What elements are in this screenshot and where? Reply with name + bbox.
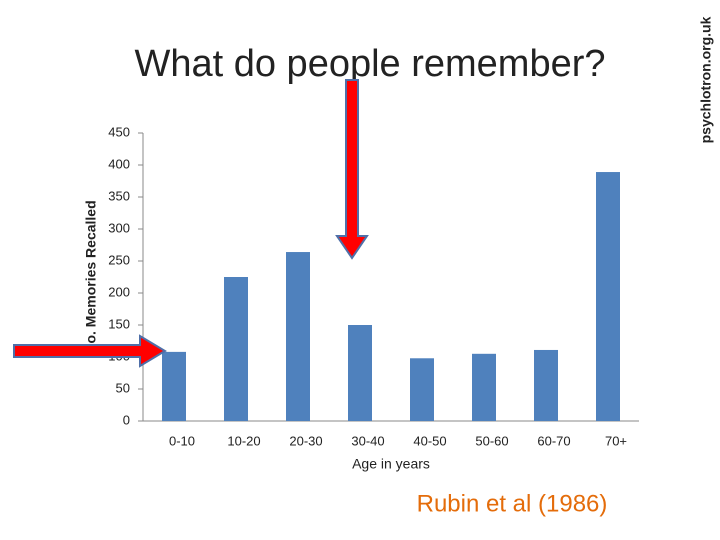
chart-title: What do people remember? — [134, 43, 605, 85]
bar — [224, 277, 248, 421]
horizontal-arrow — [13, 334, 167, 368]
x-tick-label: 10-20 — [227, 433, 260, 448]
watermark: psychlotron.org.uk — [698, 16, 714, 143]
bar — [162, 351, 186, 421]
y-tick-label: 50 — [116, 380, 130, 395]
x-tick-label: 50-60 — [475, 433, 508, 448]
y-axis-label: No. Memories Recalled — [83, 200, 99, 353]
y-tick-label: 0 — [123, 412, 130, 427]
bar — [472, 353, 496, 421]
y-tick-label: 450 — [108, 124, 130, 139]
x-axis-label: Age in years — [352, 456, 430, 472]
x-tick-label: 20-30 — [289, 433, 322, 448]
y-tick-label: 300 — [108, 220, 130, 235]
y-tick-label: 350 — [108, 188, 130, 203]
bar — [348, 325, 372, 421]
x-tick-label: 30-40 — [351, 433, 384, 448]
x-tick-label: 40-50 — [413, 433, 446, 448]
plot-area: 0501001502002503003504004500-1010-2020-3… — [108, 124, 639, 448]
arrows — [13, 79, 369, 368]
source-note: Rubin et al (1986) — [417, 490, 608, 517]
x-tick-label: 60-70 — [537, 433, 570, 448]
y-tick-label: 250 — [108, 252, 130, 267]
vertical-arrow — [335, 79, 369, 260]
x-tick-label: 70+ — [605, 433, 627, 448]
bar — [410, 358, 434, 421]
y-tick-label: 200 — [108, 284, 130, 299]
y-tick-label: 400 — [108, 156, 130, 171]
bar — [596, 172, 620, 421]
x-tick-label: 0-10 — [169, 433, 195, 448]
bar — [534, 349, 558, 421]
bar — [286, 252, 310, 421]
y-tick-label: 150 — [108, 316, 130, 331]
